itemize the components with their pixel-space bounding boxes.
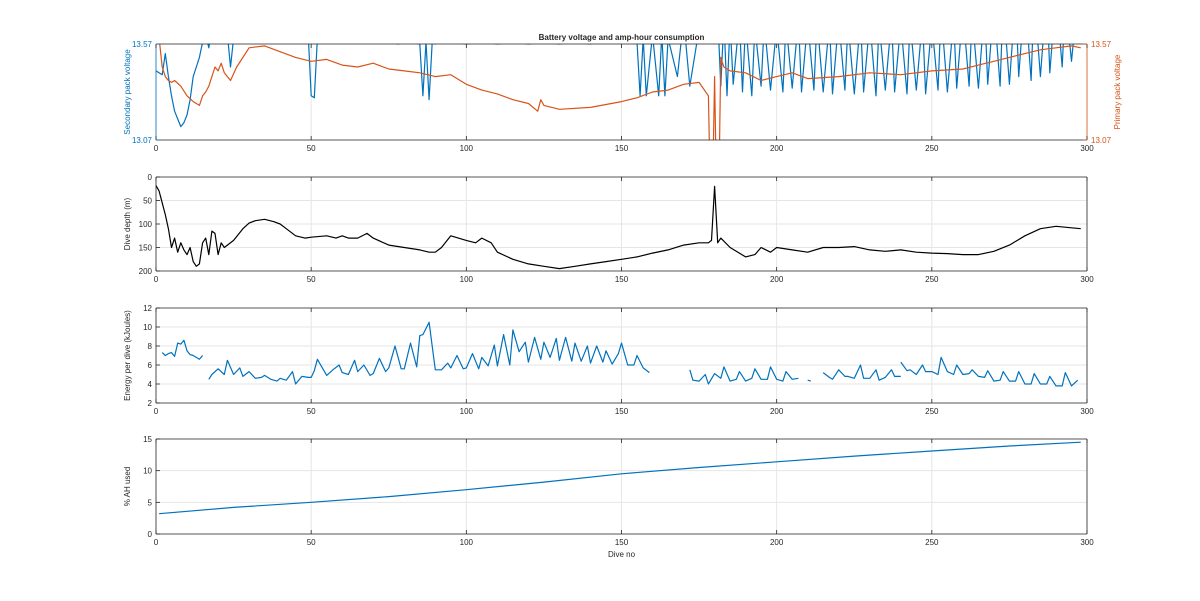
- x-tick-label: 300: [1080, 275, 1094, 284]
- y-tick-label: 13.07: [132, 136, 153, 145]
- x-tick-label: 200: [770, 538, 784, 547]
- y-tick-label: 6: [148, 361, 153, 370]
- x-tick-label: 100: [460, 538, 474, 547]
- x-tick-label: 50: [307, 538, 316, 547]
- series-line-0: [208, 321, 650, 385]
- x-tick-label: 150: [615, 275, 629, 284]
- x-tick-label: 150: [615, 407, 629, 416]
- x-tick-label: 300: [1080, 144, 1094, 153]
- y-tick-label: 200: [139, 267, 153, 276]
- y-tick-label: 15: [143, 435, 152, 444]
- series-line-1: [159, 44, 1081, 140]
- y-tick-label: 2: [148, 399, 153, 408]
- x-tick-label: 250: [925, 144, 939, 153]
- x-tick-label: 150: [615, 144, 629, 153]
- chart-title: Battery voltage and amp-hour consumption: [539, 33, 705, 42]
- y-right-tick-label: 13.57: [1091, 40, 1112, 49]
- y-tick-label: 0: [148, 530, 153, 539]
- y-axis-label: Secondary pack voltage: [123, 49, 132, 135]
- x-tick-label: 250: [925, 538, 939, 547]
- x-tick-label: 0: [154, 538, 159, 547]
- y-axis-label: Dive depth (m): [123, 197, 132, 250]
- y-tick-label: 10: [143, 323, 152, 332]
- y-tick-label: 100: [139, 220, 153, 229]
- x-tick-label: 100: [460, 144, 474, 153]
- x-tick-label: 200: [770, 407, 784, 416]
- energy-panel: 0 50 100 150 200 250 300 2 4 6 8 10 12 Energy per div…: [123, 304, 1094, 416]
- series-line-0: [156, 185, 1081, 270]
- x-tick-label: 250: [925, 275, 939, 284]
- series-line-0: [156, 44, 1074, 128]
- y-tick-label: 150: [139, 244, 153, 253]
- y-axis-label: % AH used: [123, 467, 132, 507]
- y-axis-label: Energy per dive (kJoules): [123, 310, 132, 401]
- x-tick-label: 0: [154, 275, 159, 284]
- series-line-0: [822, 364, 901, 381]
- ah-used-panel: 0 50 100 150 200 250 300 0 5 10 15 % AH used Dive no: [123, 435, 1094, 559]
- x-tick-label: 100: [460, 275, 474, 284]
- y-tick-label: 8: [148, 342, 153, 351]
- x-tick-label: 200: [770, 275, 784, 284]
- x-tick-label: 100: [460, 407, 474, 416]
- y-tick-label: 10: [143, 467, 152, 476]
- series-line-0: [159, 441, 1081, 515]
- series-line-0: [689, 366, 799, 385]
- y-tick-label: 0: [148, 173, 153, 182]
- x-tick-label: 0: [154, 407, 159, 416]
- x-tick-label: 200: [770, 144, 784, 153]
- y-tick-label: 4: [148, 380, 153, 389]
- voltage-panel: 0 50 100 150 200 250 30013.0713.5713.0713.57Se…: [123, 33, 1122, 153]
- x-axis-label: Dive no: [608, 550, 636, 559]
- y-tick-label: 5: [148, 498, 153, 507]
- y-right-tick-label: 13.07: [1091, 136, 1112, 145]
- x-tick-label: 250: [925, 407, 939, 416]
- x-tick-label: 50: [307, 275, 316, 284]
- series-line-0: [161, 339, 204, 360]
- y-tick-label: 50: [143, 197, 152, 206]
- x-tick-label: 150: [615, 538, 629, 547]
- x-tick-label: 50: [307, 407, 316, 416]
- depth-panel: 0 50 100 150 200 250 300 0 50 100 150 200 Dive depth…: [123, 173, 1094, 284]
- x-tick-label: 50: [307, 144, 316, 153]
- y-tick-label: 12: [143, 304, 152, 313]
- series-line-0: [900, 356, 1079, 387]
- x-tick-label: 0: [154, 144, 159, 153]
- y-axis-right-label: Primary pack voltage: [1113, 54, 1122, 129]
- x-tick-label: 300: [1080, 407, 1094, 416]
- y-tick-label: 13.57: [132, 40, 153, 49]
- x-tick-label: 300: [1080, 538, 1094, 547]
- series-line-0: [807, 379, 811, 382]
